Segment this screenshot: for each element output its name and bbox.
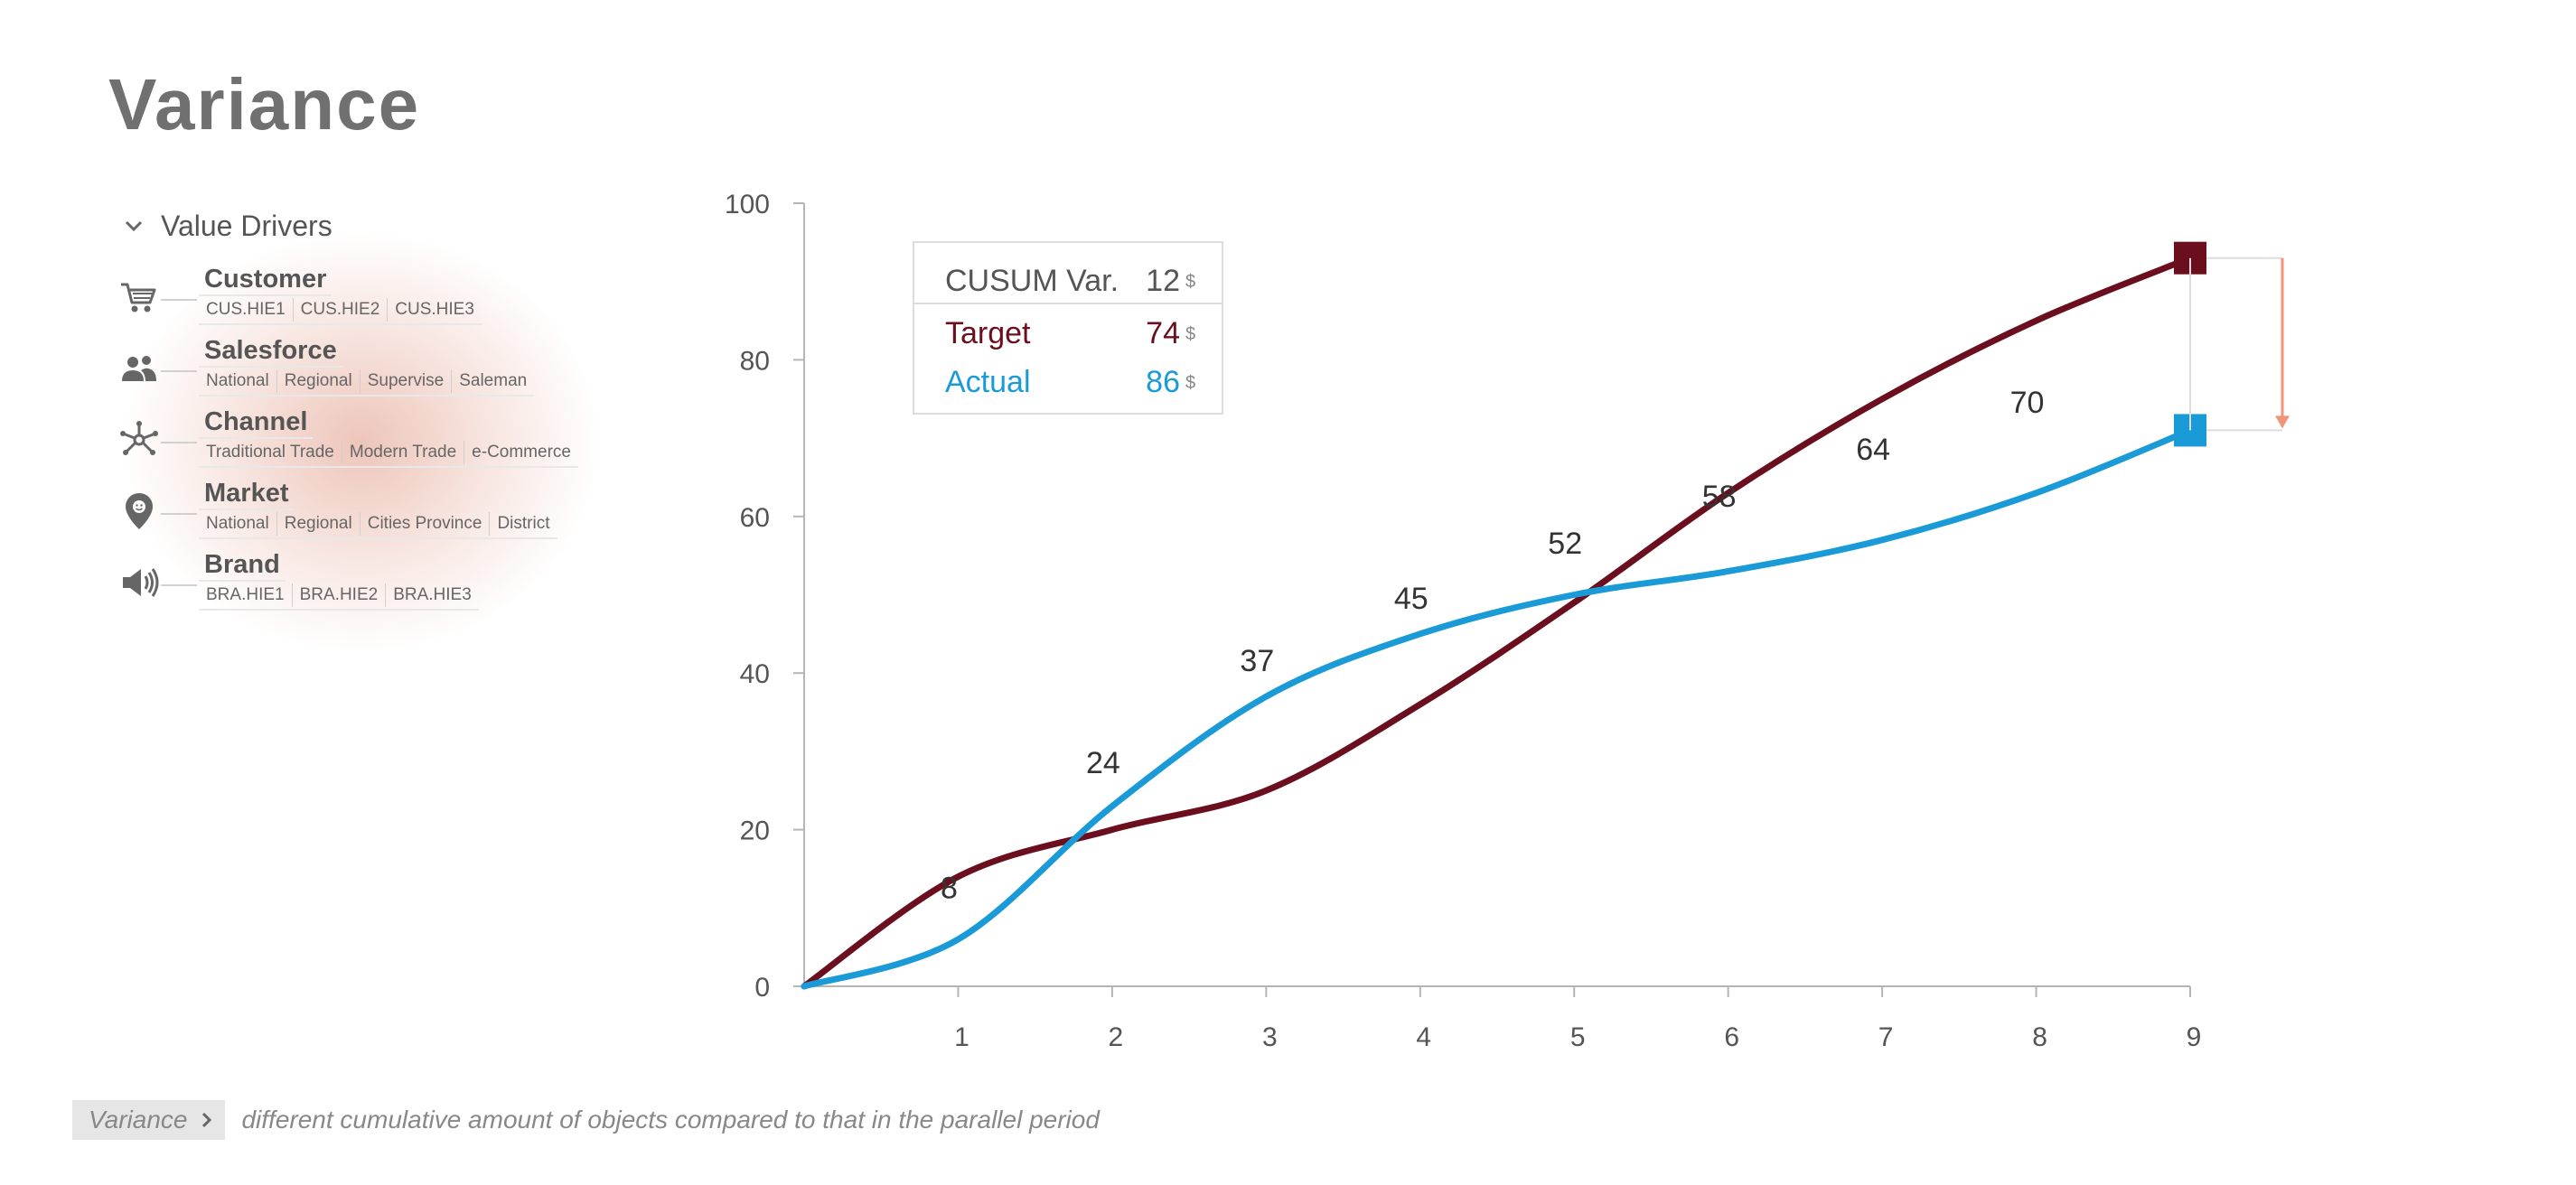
chart-series — [801, 241, 2206, 990]
legend-unit-icon: $ — [1185, 324, 1195, 344]
driver-list: Customer CUS.HIE1 CUS.HIE2 CUS.HIE3 Sale… — [117, 265, 623, 621]
y-tick-label: 40 — [740, 659, 770, 689]
connector-line — [161, 442, 197, 443]
driver-body: Brand BRA.HIE1 BRA.HIE2 BRA.HIE3 — [199, 550, 479, 611]
hierarchy-item[interactable]: CUS.HIE3 — [395, 300, 474, 319]
x-tick-label: 9 — [2187, 1022, 2202, 1052]
driver-label: Customer — [199, 265, 333, 296]
hierarchy-item[interactable]: Supervise — [361, 369, 453, 393]
footer-note: Variance different cumulative amount of … — [72, 1100, 1100, 1140]
data-label: 58 — [1702, 480, 1737, 514]
connector-line — [161, 299, 197, 301]
driver-body: Salesforce National Regional Supervise S… — [199, 336, 535, 397]
x-tick-label: 1 — [954, 1022, 970, 1052]
driver-label: Brand — [199, 550, 286, 582]
hierarchy-item[interactable]: BRA.HIE1 — [199, 583, 293, 607]
driver-item-brand[interactable]: Brand BRA.HIE1 BRA.HIE2 BRA.HIE3 — [117, 550, 623, 621]
y-tick-label: 60 — [740, 503, 770, 533]
legend-unit-icon: $ — [1185, 373, 1195, 393]
megaphone-icon — [123, 568, 159, 597]
value-drivers-toggle[interactable]: Value Drivers — [117, 203, 623, 248]
hierarchy-item[interactable]: District — [497, 514, 550, 533]
target-series-line — [801, 255, 2194, 990]
page-title: Variance — [108, 64, 421, 145]
legend-target-value: 74 — [1146, 316, 1180, 350]
location-pin-icon — [126, 493, 153, 529]
driver-body: Market National Regional Cities Province… — [199, 479, 557, 539]
data-label: 64 — [1856, 433, 1890, 467]
hierarchy-item[interactable]: Saleman — [459, 371, 528, 390]
data-label: 24 — [1086, 746, 1120, 780]
driver-item-salesforce[interactable]: Salesforce National Regional Supervise S… — [117, 336, 623, 407]
hierarchy-item[interactable]: e-Commerce — [472, 443, 571, 462]
hierarchy-list: Traditional Trade Modern Trade e-Commerc… — [199, 441, 578, 468]
legend-target-label: Target — [945, 316, 1031, 350]
y-tick-label: 80 — [740, 346, 770, 376]
driver-body: Customer CUS.HIE1 CUS.HIE2 CUS.HIE3 — [199, 265, 482, 325]
hierarchy-list: National Regional Supervise Saleman — [199, 369, 535, 397]
y-tick-label: 20 — [740, 816, 770, 846]
footer-tag-label: Variance — [89, 1106, 188, 1134]
x-tick-label: 5 — [1570, 1022, 1586, 1052]
hierarchy-list: BRA.HIE1 BRA.HIE2 BRA.HIE3 — [199, 583, 479, 611]
driver-item-market[interactable]: Market National Regional Cities Province… — [117, 479, 623, 550]
chevron-right-icon — [202, 1112, 212, 1128]
legend-actual-value: 86 — [1146, 365, 1180, 399]
hierarchy-item[interactable]: Regional — [277, 369, 361, 393]
x-tick-label: 3 — [1262, 1022, 1278, 1052]
data-label: 37 — [1240, 644, 1274, 678]
connector-line — [161, 513, 197, 515]
data-label: 45 — [1394, 582, 1429, 616]
hierarchy-item[interactable]: Traditional Trade — [199, 441, 342, 464]
x-tick-label: 8 — [2032, 1022, 2047, 1052]
value-drivers-title: Value Drivers — [161, 209, 333, 242]
hierarchy-item[interactable]: CUS.HIE1 — [199, 298, 294, 322]
legend-unit-icon: $ — [1185, 272, 1195, 292]
driver-label: Salesforce — [199, 336, 342, 368]
value-drivers-panel: Value Drivers Customer CUS.HIE1 CUS.HIE2… — [117, 203, 623, 621]
data-label: 52 — [1548, 527, 1582, 561]
driver-item-customer[interactable]: Customer CUS.HIE1 CUS.HIE2 CUS.HIE3 — [117, 265, 623, 336]
hierarchy-item[interactable]: Regional — [277, 512, 361, 536]
y-tick-label: 0 — [754, 973, 770, 1003]
legend-cusum-value: 12 — [1146, 264, 1180, 298]
chevron-down-icon — [125, 220, 143, 232]
y-tick-label: 100 — [725, 190, 770, 219]
hierarchy-item[interactable]: BRA.HIE3 — [393, 585, 472, 604]
x-tick-label: 4 — [1416, 1022, 1431, 1052]
driver-body: Channel Traditional Trade Modern Trade e… — [199, 407, 578, 468]
actual-series-line — [801, 426, 2194, 990]
hierarchy-item[interactable]: BRA.HIE2 — [293, 583, 387, 607]
hierarchy-item[interactable]: National — [199, 369, 277, 393]
connector-line — [161, 370, 197, 372]
legend-cusum-label: CUSUM Var. — [945, 264, 1119, 298]
footer-tag[interactable]: Variance — [72, 1100, 226, 1140]
hierarchy-list: National Regional Cities Province Distri… — [199, 512, 557, 539]
driver-label: Market — [199, 479, 295, 510]
legend-box: CUSUM Var. 12 $ Target 74 $ Actual 86 $ — [913, 241, 1223, 415]
x-tick-label: 6 — [1724, 1022, 1739, 1052]
hierarchy-item[interactable]: Modern Trade — [342, 441, 465, 464]
variance-indicator — [2189, 257, 2290, 432]
legend-actual-label: Actual — [945, 365, 1031, 399]
data-label: 70 — [2010, 386, 2045, 420]
channel-icon — [120, 421, 158, 455]
cart-icon — [121, 283, 156, 313]
hierarchy-list: CUS.HIE1 CUS.HIE2 CUS.HIE3 — [199, 298, 482, 325]
people-icon — [122, 356, 156, 381]
driver-item-channel[interactable]: Channel Traditional Trade Modern Trade e… — [117, 407, 623, 479]
footer-description: different cumulative amount of objects c… — [241, 1106, 1100, 1134]
hierarchy-item[interactable]: Cities Province — [361, 512, 491, 536]
chart-data-labels: 8 24 37 45 52 58 64 70 — [941, 386, 2044, 906]
hierarchy-item[interactable]: CUS.HIE2 — [294, 298, 389, 322]
x-tick-label: 2 — [1109, 1022, 1124, 1052]
variance-arrow-head — [2275, 415, 2290, 429]
x-tick-label: 7 — [1878, 1022, 1894, 1052]
connector-line — [161, 584, 197, 586]
data-label: 8 — [941, 872, 958, 906]
hierarchy-item[interactable]: National — [199, 512, 277, 536]
driver-label: Channel — [199, 407, 314, 439]
